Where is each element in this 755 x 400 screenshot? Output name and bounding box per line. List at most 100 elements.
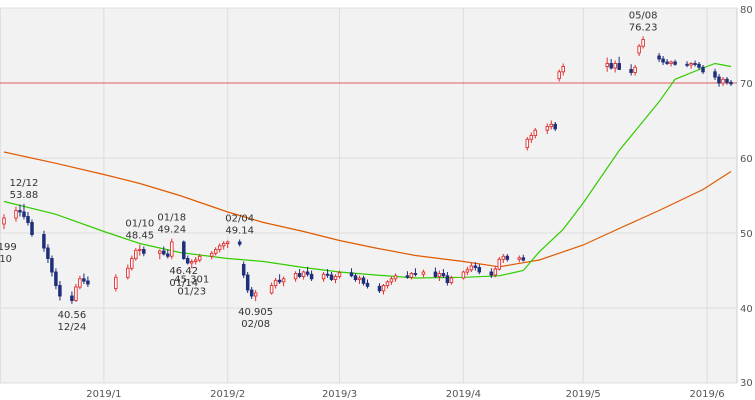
candle bbox=[185, 255, 190, 265]
candle-body bbox=[557, 71, 561, 80]
candle-body bbox=[30, 222, 34, 235]
candle bbox=[189, 259, 194, 269]
annotation-line: 53.88 bbox=[10, 190, 39, 201]
candle bbox=[162, 246, 166, 256]
candle bbox=[365, 279, 370, 289]
candle-body bbox=[377, 285, 382, 292]
candle bbox=[657, 53, 661, 62]
candle-body bbox=[449, 277, 454, 283]
candle bbox=[170, 238, 174, 260]
y-tick-label: 40 bbox=[740, 304, 753, 315]
candle-body bbox=[385, 281, 390, 287]
annotation-line: 02/04 bbox=[225, 213, 254, 224]
annotations: 12/1253.885199/1040.5612/2401/1048.4501/… bbox=[0, 10, 658, 332]
candle-body bbox=[505, 255, 510, 260]
candle-body bbox=[553, 123, 557, 130]
candle bbox=[669, 60, 673, 67]
candle bbox=[529, 132, 534, 143]
candle bbox=[309, 270, 314, 281]
candle-body bbox=[305, 271, 310, 275]
candle-body bbox=[126, 267, 130, 278]
candle-body bbox=[329, 274, 334, 280]
candle bbox=[561, 63, 565, 76]
candle bbox=[385, 280, 390, 289]
candle-body bbox=[217, 245, 222, 251]
candle-body bbox=[114, 276, 118, 290]
candle bbox=[473, 262, 478, 271]
candle bbox=[689, 62, 693, 69]
candle-body bbox=[497, 258, 502, 270]
x-tick-label: 2019/1 bbox=[86, 389, 121, 400]
candle-body bbox=[269, 285, 274, 294]
candle bbox=[701, 65, 705, 74]
candle-body bbox=[22, 211, 26, 217]
candle-body bbox=[561, 66, 565, 73]
candle-body bbox=[517, 257, 522, 260]
candle bbox=[729, 80, 733, 86]
candle-body bbox=[501, 255, 506, 260]
candle bbox=[2, 214, 6, 230]
candle bbox=[637, 44, 641, 56]
candle-body bbox=[521, 257, 526, 261]
candle-body bbox=[545, 126, 550, 131]
candle-body bbox=[529, 135, 534, 140]
candle bbox=[553, 122, 557, 131]
candle-body bbox=[74, 286, 78, 301]
annotation-line: /10 bbox=[0, 254, 12, 265]
candle bbox=[249, 287, 254, 299]
candle-body bbox=[50, 258, 54, 273]
candle bbox=[605, 57, 609, 72]
moving-average-long bbox=[3, 151, 732, 268]
candle-body bbox=[437, 273, 442, 277]
annotation-line: 46.42 bbox=[169, 266, 198, 277]
annotation-line: 01/23 bbox=[177, 286, 206, 297]
candle-body bbox=[337, 272, 342, 278]
annotation-label: 12/12 53.88 bbox=[10, 178, 39, 201]
candle bbox=[273, 278, 278, 289]
candle bbox=[213, 247, 218, 256]
candle bbox=[46, 244, 50, 263]
candle-body bbox=[405, 275, 410, 278]
annotation-line: 76.23 bbox=[629, 22, 658, 33]
candle bbox=[521, 254, 526, 262]
candle bbox=[277, 274, 282, 284]
candle bbox=[393, 273, 398, 282]
candle-body bbox=[609, 63, 613, 69]
candle bbox=[405, 271, 410, 279]
annotation-label: 45.301 01/23 bbox=[174, 274, 209, 297]
candle-body bbox=[273, 279, 278, 287]
candle bbox=[329, 272, 334, 281]
candle bbox=[293, 271, 298, 282]
candle-body bbox=[445, 275, 450, 284]
candle-body bbox=[693, 63, 697, 65]
candle bbox=[142, 246, 146, 257]
candle-body bbox=[633, 66, 637, 73]
candle bbox=[325, 269, 330, 278]
candle-body bbox=[182, 241, 186, 259]
candle bbox=[138, 244, 142, 256]
candle bbox=[661, 56, 665, 65]
x-tick-label: 2019/3 bbox=[322, 389, 357, 400]
candle-body bbox=[381, 285, 386, 292]
candle bbox=[114, 274, 118, 292]
candle bbox=[305, 266, 310, 277]
candle-body bbox=[138, 249, 142, 251]
candle-body bbox=[689, 63, 693, 66]
candle-body bbox=[54, 271, 58, 286]
candle-body bbox=[669, 61, 673, 64]
annotation-label: 01/10 48.45 bbox=[125, 219, 154, 242]
candle bbox=[413, 268, 418, 277]
candle bbox=[74, 284, 78, 302]
candle bbox=[725, 77, 729, 85]
candle-body bbox=[209, 252, 214, 257]
candle bbox=[465, 266, 470, 275]
candle bbox=[381, 284, 386, 295]
candle-body bbox=[46, 247, 50, 259]
candle-body bbox=[465, 269, 470, 273]
x-axis: 2019/1 2019/2 2019/3 2019/4 2019/5 2019/6 bbox=[86, 389, 724, 400]
annotation-label: 01/18 49.24 bbox=[157, 213, 186, 236]
candle-body bbox=[213, 249, 218, 254]
candle-body bbox=[18, 210, 22, 213]
annotation-line: 01/14 bbox=[169, 278, 198, 289]
candle-body bbox=[42, 234, 46, 249]
